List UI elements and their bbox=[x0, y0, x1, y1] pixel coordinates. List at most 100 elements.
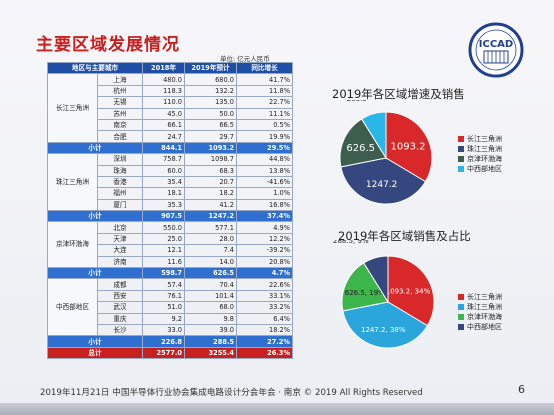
legend-label: 珠江三角洲 bbox=[467, 145, 502, 153]
footer-text: 2019年11月21日 中国半导体行业协会集成电路设计分会年会 · 南京 © 2… bbox=[40, 388, 423, 398]
legend-item: 中西部地区 bbox=[458, 322, 502, 332]
cell-2019: 680.0 bbox=[184, 73, 237, 86]
total-y2019: 3255.4 bbox=[184, 346, 237, 360]
slide-title: 主要区域发展情况 bbox=[36, 35, 180, 55]
total-growth: 26.3% bbox=[236, 346, 293, 360]
table-row: 厦门 35.3 41.2 16.8% bbox=[48, 198, 293, 212]
legend-swatch bbox=[458, 166, 464, 172]
table-row: 珠江三角洲 深圳 758.7 1098.7 44.8% bbox=[47, 153, 293, 212]
legend-swatch bbox=[458, 314, 464, 320]
cell-city: 大连 bbox=[97, 244, 143, 257]
cell-growth: 4.9% bbox=[236, 221, 293, 234]
cell-city: 西安 bbox=[97, 289, 143, 303]
cell-2018: 33.0 bbox=[142, 323, 185, 337]
cell-2019: 101.4 bbox=[184, 289, 237, 303]
cell-growth: 0.5% bbox=[236, 118, 293, 132]
cell-2018: 9.2 bbox=[142, 312, 185, 326]
cell-city: 苏州 bbox=[97, 107, 143, 120]
pie-data-label: 288.5 bbox=[347, 100, 367, 103]
total-label: 总计 bbox=[47, 346, 143, 360]
cell-growth: 6.4% bbox=[236, 312, 293, 326]
subtotal-label: 小计 bbox=[47, 267, 143, 280]
chart1-legend: 长江三角洲珠江三角洲京津环渤海中西部地区 bbox=[458, 134, 502, 174]
cell-2019: 28.0 bbox=[184, 232, 237, 246]
table-row: 济南 11.6 14.0 20.8% bbox=[48, 255, 293, 269]
region-city-table: 地区与主要城市 2018年 2019年预计 同比增长 长江三角洲 上海 480.0 6… bbox=[47, 61, 293, 360]
region-name-cell: 长江三角洲 bbox=[47, 73, 98, 143]
cell-2019: 9.8 bbox=[184, 312, 237, 326]
cell-growth: 22.6% bbox=[236, 278, 293, 291]
pie-slice bbox=[339, 118, 387, 168]
table-row: 长江三角洲 上海 480.0 680.0 41.7% bbox=[47, 73, 293, 143]
cell-growth: 20.8% bbox=[236, 255, 293, 269]
cell-2019: 20.7 bbox=[184, 175, 237, 189]
pie-slice bbox=[363, 255, 389, 304]
pie-data-label: 626.5 bbox=[346, 143, 375, 154]
pie-data-label: 1093.2 bbox=[391, 142, 426, 153]
subtotal-growth: 37.4% bbox=[236, 210, 293, 223]
cell-2019: 18.2 bbox=[184, 187, 237, 200]
pie-slice bbox=[341, 262, 389, 312]
table-unit-label: 单位: 亿元人民币 bbox=[220, 55, 270, 63]
table-row: 珠海 60.0 68.3 13.8% bbox=[48, 164, 293, 177]
cell-2018: 758.7 bbox=[142, 153, 185, 166]
cell-2019: 68.3 bbox=[184, 164, 237, 177]
region-name-cell: 京津环渤海 bbox=[47, 221, 98, 269]
cell-growth: 12.2% bbox=[236, 232, 293, 246]
cell-city: 珠海 bbox=[97, 164, 143, 177]
cell-growth: 1.0% bbox=[236, 187, 293, 200]
legend-item: 珠江三角洲 bbox=[458, 302, 502, 312]
cell-growth: 19.9% bbox=[236, 130, 293, 143]
region-name-cell: 珠江三角洲 bbox=[47, 153, 98, 212]
cell-city: 济南 bbox=[97, 255, 143, 269]
pie-data-label: 626.5, 19% bbox=[345, 289, 385, 297]
table-row: 天津 25.0 28.0 12.2% bbox=[48, 232, 293, 246]
cell-growth: 22.7% bbox=[236, 96, 293, 109]
cell-2019: 68.0 bbox=[184, 301, 237, 314]
subtotal-growth: 27.2% bbox=[236, 335, 293, 348]
cell-2019: 1098.7 bbox=[184, 153, 237, 166]
cell-city: 天津 bbox=[97, 232, 143, 246]
cell-growth: 33.2% bbox=[236, 301, 293, 314]
cell-2018: 35.3 bbox=[142, 198, 185, 212]
table-row: 香港 35.4 20.7 -41.6% bbox=[48, 175, 293, 189]
cell-city: 无锡 bbox=[97, 96, 143, 109]
sales-share-pie-chart: 1093.2, 34% 1247.2, 38% 626.5, 19% 288.5, 9… bbox=[333, 240, 435, 349]
cell-city: 北京 bbox=[97, 221, 143, 234]
legend-item: 珠江三角洲 bbox=[458, 144, 502, 154]
table-row: 杭州 118.3 132.2 11.8% bbox=[48, 84, 293, 98]
page-number: 6 bbox=[518, 383, 525, 396]
table-row: 合肥 24.7 29.7 19.9% bbox=[48, 130, 293, 143]
cell-2019: 41.2 bbox=[184, 198, 237, 212]
cell-2018: 45.0 bbox=[142, 107, 185, 120]
sales-growth-pie-chart: 1093.2 1247.2 626.5 288.5 bbox=[339, 100, 433, 205]
legend-item: 中西部地区 bbox=[458, 164, 502, 174]
cell-city: 深圳 bbox=[97, 153, 143, 166]
cell-city: 合肥 bbox=[97, 130, 143, 143]
cell-growth: 16.8% bbox=[236, 198, 293, 212]
legend-label: 中西部地区 bbox=[467, 165, 502, 173]
chart2-legend: 长江三角洲 珠江三角洲 京津环渤海 中西部地区 bbox=[458, 292, 502, 332]
subtotal-y2018: 844.1 bbox=[142, 141, 185, 155]
cell-city: 杭州 bbox=[97, 84, 143, 98]
cell-city: 香港 bbox=[97, 175, 143, 189]
total-y2018: 2577.0 bbox=[142, 346, 185, 360]
subtotal-row: 小计 598.7 626.5 4.7% bbox=[47, 267, 293, 280]
subtotal-row: 小计 844.1 1093.2 29.5% bbox=[47, 141, 293, 155]
cell-growth: 11.8% bbox=[236, 84, 293, 98]
legend-swatch bbox=[458, 136, 464, 142]
subtotal-growth: 4.7% bbox=[236, 267, 293, 280]
subtotal-growth: 29.5% bbox=[236, 141, 293, 155]
subtotal-y2019: 288.5 bbox=[184, 335, 237, 348]
legend-label: 中西部地区 bbox=[467, 323, 502, 331]
subtotal-label: 小计 bbox=[47, 210, 143, 223]
cell-2019: 66.5 bbox=[184, 118, 237, 132]
subtotal-y2018: 907.5 bbox=[142, 210, 185, 223]
cell-2018: 24.7 bbox=[142, 130, 185, 143]
legend-label: 长江三角洲 bbox=[467, 135, 502, 143]
pie-slice bbox=[342, 301, 429, 349]
cell-growth: 11.1% bbox=[236, 107, 293, 120]
legend-label: 长江三角洲 bbox=[467, 293, 502, 301]
legend-label: 京津环渤海 bbox=[467, 155, 502, 163]
cell-growth: 18.2% bbox=[236, 323, 293, 337]
